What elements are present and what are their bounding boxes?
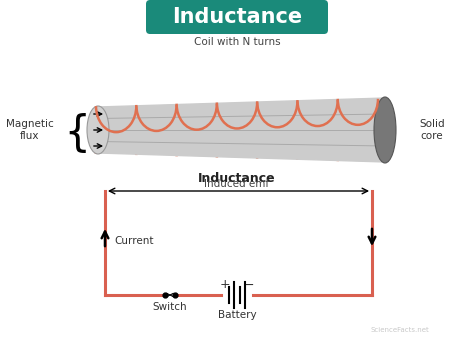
- Text: Switch: Switch: [153, 302, 187, 312]
- Text: +: +: [219, 279, 230, 291]
- Text: Induced emf: Induced emf: [204, 179, 270, 189]
- Text: Battery: Battery: [218, 310, 256, 320]
- Text: −: −: [244, 279, 254, 291]
- FancyBboxPatch shape: [146, 0, 328, 34]
- Text: ScienceFacts.net: ScienceFacts.net: [371, 327, 429, 333]
- Text: Inductance: Inductance: [198, 171, 276, 185]
- Text: }: }: [55, 109, 81, 151]
- Text: Solid
core: Solid core: [419, 119, 445, 141]
- Text: Inductance: Inductance: [172, 7, 302, 27]
- Text: Coil with N turns: Coil with N turns: [194, 37, 280, 47]
- Ellipse shape: [374, 97, 396, 163]
- Text: Current: Current: [114, 236, 154, 246]
- Text: Magnetic
flux: Magnetic flux: [6, 119, 54, 141]
- Ellipse shape: [87, 106, 109, 154]
- Polygon shape: [98, 98, 385, 162]
